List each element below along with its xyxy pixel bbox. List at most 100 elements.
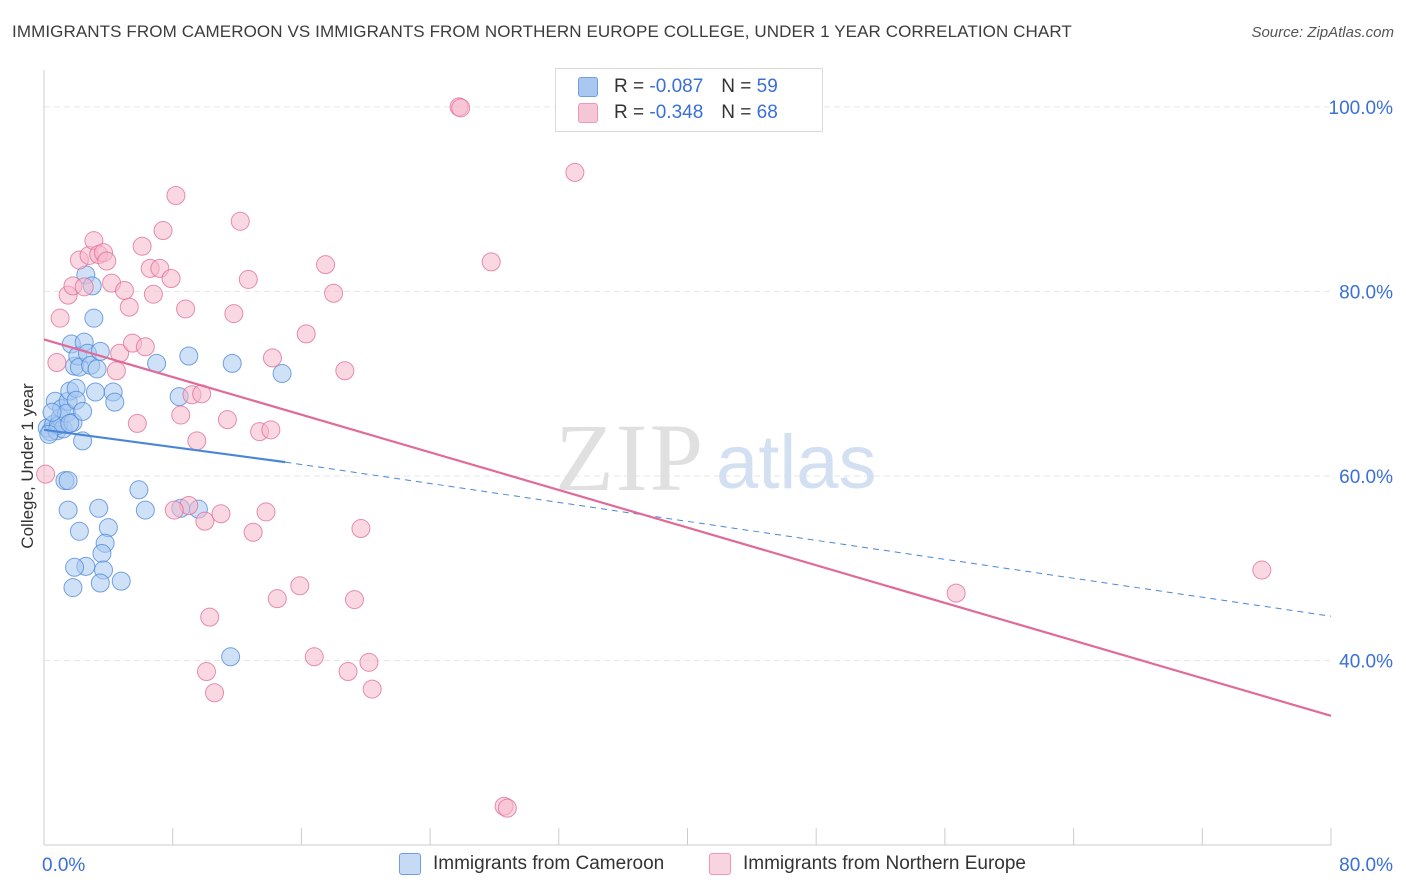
data-point	[106, 361, 126, 381]
data-point	[344, 590, 364, 610]
x-tick-label: 0.0%	[42, 855, 85, 876]
y-tick-label: 60.0%	[1339, 467, 1393, 488]
data-point	[222, 353, 242, 373]
data-point	[47, 352, 67, 372]
data-point	[90, 341, 110, 361]
legend-n-label: N =	[721, 102, 752, 123]
legend-n-value: 59	[756, 76, 778, 97]
data-point	[362, 679, 382, 699]
data-point	[338, 662, 358, 682]
data-point	[196, 662, 216, 682]
gridlines	[44, 106, 1331, 661]
legend-n-value: 68	[756, 102, 778, 123]
data-point	[497, 798, 517, 818]
data-point	[351, 519, 371, 539]
watermark: ZIP atlas	[555, 404, 877, 511]
bottom-legend-label-cameroon: Immigrants from Cameroon	[433, 853, 665, 874]
watermark-atlas: atlas	[716, 420, 877, 505]
data-point	[176, 299, 196, 319]
data-point	[90, 573, 110, 593]
data-point	[58, 500, 78, 520]
correlation-legend: R = -0.087 N = 59 R = -0.348 N = 68	[555, 68, 823, 132]
y-tick-label: 80.0%	[1339, 282, 1393, 303]
data-point	[451, 98, 471, 118]
data-point	[238, 269, 258, 289]
bottom-legend-swatch-northern-europe	[709, 853, 731, 875]
y-axis-label: College, Under 1 year	[18, 383, 37, 549]
data-point	[224, 304, 244, 324]
data-point	[60, 413, 80, 433]
data-point	[132, 236, 152, 256]
data-point	[1252, 560, 1272, 580]
data-point	[230, 211, 250, 231]
data-point	[69, 521, 89, 541]
data-point	[42, 402, 62, 422]
legend-n-label: N =	[721, 76, 752, 97]
data-point	[85, 382, 105, 402]
y-tick-label: 40.0%	[1339, 651, 1393, 672]
trendline-northern-europe	[43, 338, 1332, 717]
data-point	[324, 283, 344, 303]
data-point	[74, 277, 94, 297]
data-point	[135, 500, 155, 520]
trendlines	[43, 338, 1332, 717]
data-point	[217, 410, 237, 430]
data-point	[195, 511, 215, 531]
data-point	[127, 413, 147, 433]
legend-r-label: R =	[614, 76, 645, 97]
source-credit: Source: ZipAtlas.com	[1251, 24, 1394, 41]
data-point	[105, 392, 125, 412]
data-point	[97, 251, 117, 271]
data-point	[89, 498, 109, 518]
data-point	[164, 500, 184, 520]
data-point	[73, 401, 93, 421]
data-point	[267, 589, 287, 609]
data-point	[84, 308, 104, 328]
data-point	[187, 431, 207, 451]
legend-row-cameroon: R = -0.087 N = 59	[578, 75, 778, 99]
data-point	[119, 297, 139, 317]
watermark-zip: ZIP	[555, 404, 705, 511]
data-point	[135, 337, 155, 357]
data-point	[39, 424, 59, 444]
data-point	[161, 269, 181, 289]
data-point	[262, 348, 282, 368]
data-point	[114, 281, 134, 301]
series-cameroon	[37, 265, 292, 667]
trendline-cameroon	[43, 428, 286, 464]
data-point	[205, 683, 225, 703]
data-point	[92, 543, 112, 563]
legend-r-value: -0.087	[649, 76, 704, 97]
data-point	[221, 647, 241, 667]
bottom-legend-northern-europe[interactable]: Immigrants from Northern Europe	[709, 852, 1026, 876]
bottom-legend-swatch-cameroon	[399, 853, 421, 875]
trendline-dashed-cameroon	[285, 461, 1332, 617]
legend-swatch-northern-europe	[578, 103, 598, 123]
x-tick-label: 80.0%	[1339, 855, 1393, 876]
data-point	[143, 284, 163, 304]
data-point	[87, 359, 107, 379]
data-point	[290, 576, 310, 596]
data-point	[129, 480, 149, 500]
legend-row-northern-europe: R = -0.348 N = 68	[578, 101, 778, 125]
data-point	[359, 652, 379, 672]
data-point	[50, 308, 70, 328]
data-point	[565, 162, 585, 182]
data-point	[296, 324, 316, 344]
data-point	[243, 522, 263, 542]
data-point	[111, 571, 131, 591]
data-point	[98, 518, 118, 538]
data-point	[200, 607, 220, 627]
y-tick-label: 100.0%	[1329, 98, 1394, 119]
chart-title: IMMIGRANTS FROM CAMEROON VS IMMIGRANTS F…	[12, 22, 1072, 41]
data-point	[316, 255, 336, 275]
data-point	[65, 557, 85, 577]
legend-swatch-cameroon	[578, 77, 598, 97]
legend-r-value: -0.348	[649, 102, 704, 123]
series-northern-europe	[36, 97, 1272, 818]
bottom-legend-cameroon[interactable]: Immigrants from Cameroon	[399, 852, 664, 876]
data-point	[171, 405, 191, 425]
data-point	[58, 471, 78, 491]
legend-r-label: R =	[614, 102, 645, 123]
data-point	[211, 504, 231, 524]
